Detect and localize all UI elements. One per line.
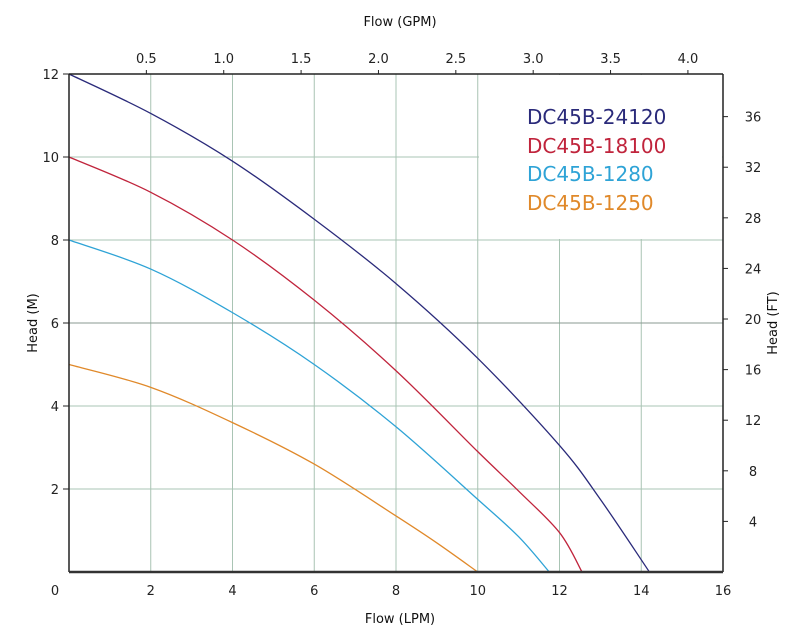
top-tick-label: 2.5 bbox=[445, 52, 466, 67]
right-axis-label: Head (FT) bbox=[766, 291, 781, 354]
y-axis-label: Head (M) bbox=[26, 293, 41, 352]
x-axis-label: Flow (LPM) bbox=[365, 612, 435, 627]
y-tick-label: 10 bbox=[42, 151, 59, 166]
right-tick-label: 28 bbox=[745, 212, 762, 227]
x-tick-label: 8 bbox=[392, 584, 400, 599]
x-tick-label: 16 bbox=[715, 584, 732, 599]
legend-entry: DC45B-18100 bbox=[527, 134, 666, 158]
x-tick-label: 6 bbox=[310, 584, 318, 599]
y-tick-label: 2 bbox=[51, 483, 59, 498]
top-tick-label: 3.0 bbox=[523, 52, 544, 67]
x-tick-label: 14 bbox=[633, 584, 650, 599]
right-tick-label: 4 bbox=[749, 515, 757, 530]
top-tick-label: 0.5 bbox=[136, 52, 157, 67]
y-tick-label: 6 bbox=[51, 317, 59, 332]
legend: DC45B-24120 DC45B-18100 DC45B-1280 DC45B… bbox=[527, 105, 666, 215]
top-tick-label: 3.5 bbox=[600, 52, 621, 67]
right-tick-label: 36 bbox=[745, 111, 762, 126]
series-line-dc45b-24120 bbox=[68, 73, 650, 573]
top-axis-label: Flow (GPM) bbox=[363, 15, 436, 30]
right-tick-label: 12 bbox=[745, 414, 762, 429]
right-tick-label: 8 bbox=[749, 465, 757, 480]
tick-labels: 02468101214160246810120.51.01.52.02.53.0… bbox=[42, 52, 761, 599]
x-tick-label: 0 bbox=[51, 584, 59, 599]
legend-entry: DC45B-1280 bbox=[527, 162, 654, 186]
y-tick-label: 12 bbox=[42, 68, 59, 83]
y-tick-label: 4 bbox=[51, 400, 59, 415]
x-tick-label: 10 bbox=[469, 584, 486, 599]
series-line-dc45b-1280 bbox=[68, 239, 550, 573]
y-tick-label: 8 bbox=[51, 234, 59, 249]
top-tick-label: 2.0 bbox=[368, 52, 389, 67]
series-line-dc45b-1250 bbox=[68, 363, 479, 573]
top-tick-label: 1.5 bbox=[291, 52, 312, 67]
right-tick-label: 32 bbox=[745, 161, 762, 176]
right-tick-label: 16 bbox=[745, 364, 762, 379]
series-line-dc45b-18100 bbox=[68, 156, 583, 573]
top-tick-label: 1.0 bbox=[213, 52, 234, 67]
legend-entry: DC45B-1250 bbox=[527, 191, 654, 215]
x-tick-label: 4 bbox=[228, 584, 236, 599]
axes bbox=[63, 70, 728, 574]
right-tick-label: 24 bbox=[745, 262, 762, 277]
x-tick-label: 12 bbox=[551, 584, 568, 599]
legend-background bbox=[479, 75, 722, 239]
x-tick-label: 2 bbox=[147, 584, 155, 599]
legend-entry: DC45B-24120 bbox=[527, 105, 666, 129]
right-tick-label: 20 bbox=[745, 313, 762, 328]
curves bbox=[68, 73, 650, 573]
top-tick-label: 4.0 bbox=[678, 52, 699, 67]
